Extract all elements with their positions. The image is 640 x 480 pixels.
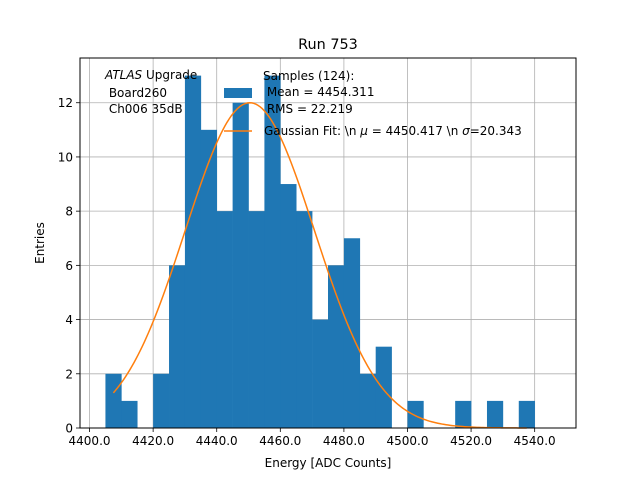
y-axis-label: Entries: [33, 222, 47, 264]
histogram-bar-24: [486, 400, 504, 428]
histogram-bar-16: [359, 373, 376, 428]
annotation-line-2: Board260: [105, 86, 167, 100]
legend-fit-mid: = 4450.417 \n: [368, 124, 462, 138]
histogram-bar-9: [248, 211, 265, 428]
y-tick-label-3: 6: [65, 259, 73, 273]
legend-hist-line-1: Samples (124):: [263, 69, 354, 83]
chart-title: Run 753: [298, 37, 358, 53]
histogram-bar-26: [518, 400, 535, 428]
histogram-bar-10: [264, 75, 281, 428]
y-axis-ticks: 0 2 4 6 8 10 12: [58, 96, 80, 436]
atlas-annotation: ATLAS Upgrade Board260 Ch006 35dB: [104, 68, 197, 116]
histogram-bar-4: [169, 265, 186, 428]
y-tick-label-4: 8: [65, 205, 73, 219]
plot-frame: [79, 57, 577, 429]
y-tick-label-0: 0: [65, 422, 73, 436]
annotation-line-3: Ch006 35dB: [105, 102, 183, 116]
x-tick-label-2: 4440.0: [196, 434, 238, 448]
legend-fit-mu: μ: [359, 124, 368, 138]
legend-fit-label: Gaussian Fit: \n μ = 4450.417 \n σ=20.34…: [264, 124, 522, 138]
x-axis-ticks: 4400.0 4420.0 4440.0 4460.0 4480.0 4500.0 4520…: [69, 428, 556, 448]
histogram-bar-7: [216, 211, 233, 428]
x-tick-label-1: 4420.0: [132, 434, 174, 448]
histogram-bar-19: [407, 400, 424, 428]
upgrade-text: Upgrade: [142, 68, 197, 82]
histogram-bar-1: [121, 400, 138, 428]
x-tick-label-6: 4520.0: [450, 434, 492, 448]
gaussian-fit-line: [112, 101, 527, 429]
legend-fit-prefix: Gaussian Fit: \n: [264, 124, 360, 138]
annotation-line-1: ATLAS Upgrade: [104, 68, 197, 82]
histogram-bar-11: [280, 184, 297, 428]
histogram-bar-0: [105, 373, 122, 428]
legend-fit-sigma: σ: [462, 124, 470, 138]
legend-hist-line-3: RMS = 22.219: [263, 102, 353, 116]
x-tick-label-5: 4500.0: [386, 434, 428, 448]
legend-hist-swatch: [224, 88, 252, 98]
y-tick-label-2: 4: [65, 313, 73, 327]
gaussian-fit: [112, 101, 527, 429]
histogram-bar-13: [312, 319, 329, 428]
histogram-bar-17: [375, 346, 392, 428]
atlas-italic-text: ATLAS: [104, 68, 143, 82]
legend-fit-suffix: =20.343: [470, 124, 522, 138]
legend: Samples (124): Mean = 4454.311 RMS = 22.…: [224, 69, 522, 138]
histogram-bars: [105, 75, 535, 429]
y-tick-label-5: 10: [58, 150, 73, 164]
histogram-bar-3: [153, 373, 170, 428]
legend-hist-line-2: Mean = 4454.311: [263, 85, 374, 99]
x-axis-label: Energy [ADC Counts]: [265, 456, 392, 470]
x-tick-label-4: 4480.0: [323, 434, 365, 448]
histogram-bar-5: [184, 75, 202, 428]
histogram-bar-6: [200, 129, 218, 429]
histogram-bar-22: [455, 400, 472, 428]
x-tick-label-7: 4540.0: [514, 434, 556, 448]
x-tick-label-3: 4460.0: [259, 434, 301, 448]
y-tick-label-6: 12: [58, 96, 73, 110]
x-tick-label-0: 4400.0: [69, 434, 111, 448]
histogram-bar-12: [296, 211, 313, 428]
y-tick-label-1: 2: [65, 367, 73, 381]
histogram-bar-8: [232, 102, 249, 428]
histogram-bar-14: [328, 265, 345, 428]
